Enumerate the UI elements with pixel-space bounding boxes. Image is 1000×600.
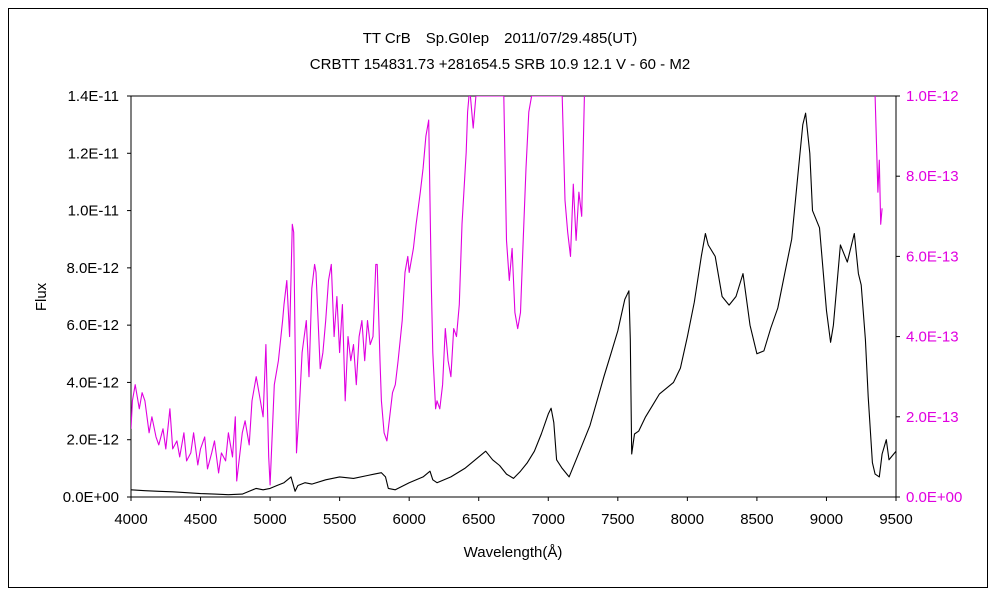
y2-tick-label: 2.0E-13 [906,409,959,426]
y-tick-label: 2.0E-12 [66,432,119,449]
x-tick-label: 8000 [671,511,704,528]
series-layer [131,96,896,496]
y2-tick-label: 6.0E-13 [906,248,959,265]
x-axis-title: Wavelength(Å) [464,544,563,561]
y2-tick-label: 8.0E-13 [906,168,959,185]
x-tick-label: 6500 [462,511,495,528]
x-tick-label: 5000 [253,511,286,528]
y-tick-label: 4.0E-12 [66,374,119,391]
x-tick-label: 9500 [879,511,912,528]
y-tick-label: 6.0E-12 [66,317,119,334]
y-tick-label: 1.4E-11 [68,88,119,105]
y2-tick-label: 4.0E-13 [906,329,959,346]
axis-layer: 4000 4500 5000 5500 6000 6500 7000 7500 8000 8500… [63,88,963,528]
x-tick-label: 9000 [810,511,843,528]
right-axis-series-line-1 [131,96,585,486]
plot-area [130,95,897,498]
x-tick-label: 4500 [184,511,217,528]
chart-frame [8,8,988,588]
x-tick-label: 5500 [323,511,356,528]
y-tick-label: 8.0E-12 [66,260,119,277]
y-axis-title: Flux [33,282,50,311]
x-tick-label: 7500 [601,511,634,528]
y-tick-label: 1.0E-11 [68,203,119,220]
x-tick-label: 8500 [740,511,773,528]
y-tick-label: 0.0E+00 [63,489,119,506]
x-tick-label: 6000 [392,511,425,528]
right-axis-series-line-2 [874,96,883,225]
y2-tick-label: 1.0E-12 [906,88,959,105]
y2-tick-label: 0.0E+00 [906,489,962,506]
left-axis-series-line-0 [131,112,896,496]
x-tick-label: 4000 [114,511,147,528]
x-tick-label: 7000 [532,511,565,528]
chart-title: TT CrB Sp.G0Iep 2011/07/29.485(UT) [362,30,638,47]
y-tick-label: 1.2E-11 [68,145,119,162]
chart-subtitle: CRBTT 154831.73 +281654.5 SRB 10.9 12.1 … [309,56,691,73]
